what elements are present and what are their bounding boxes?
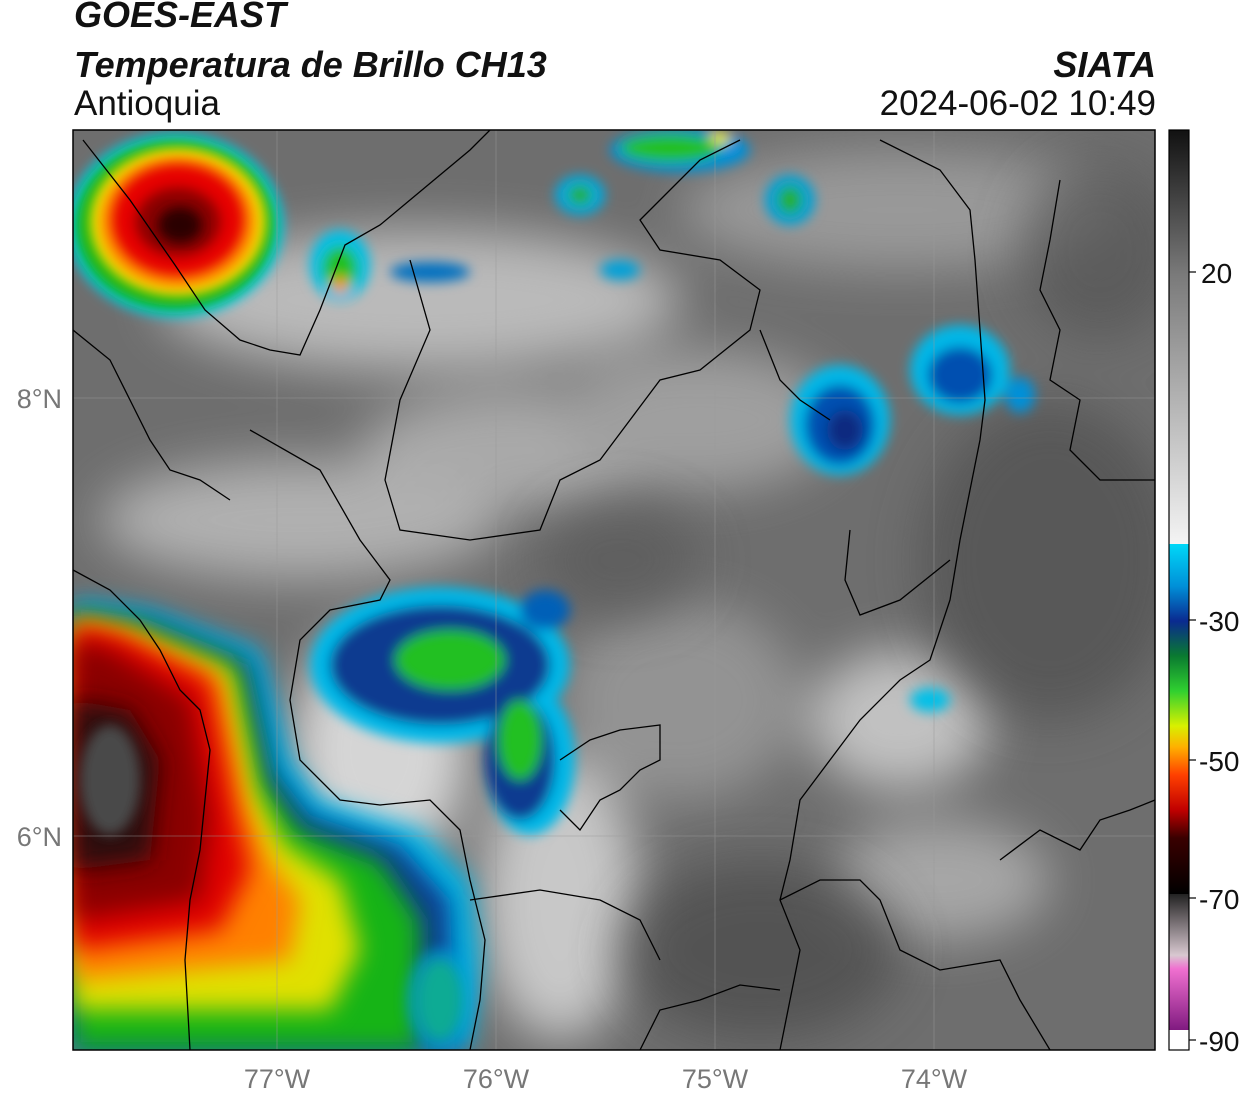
colorbar-tick-neg50: -50 (1199, 746, 1239, 777)
lon-label-77w: 77°W (244, 1064, 311, 1094)
lon-label-76w: 76°W (463, 1064, 530, 1094)
satellite-title: GOES-EAST (74, 0, 287, 35)
colorbar-tick-20: 20 (1201, 258, 1232, 289)
storm-system-southwest (73, 600, 480, 1050)
map-frame (72, 129, 1156, 1051)
axis-labels: 8°N 6°N 77°W 76°W 75°W 74°W (17, 384, 968, 1094)
lat-label-6n: 6°N (17, 822, 62, 852)
lat-label-8n: 8°N (17, 384, 62, 414)
storm-complex-central (310, 587, 575, 835)
satellite-image (73, 130, 1155, 1050)
colorbar-tick-neg70: -70 (1199, 884, 1239, 915)
product-title: Temperatura de Brillo CH13 (74, 44, 547, 85)
boundaries (73, 130, 1155, 1050)
agency-label: SIATA (1053, 44, 1156, 85)
region-label: Antioquia (74, 84, 220, 123)
storm-cell-northwest (73, 133, 283, 317)
lon-label-74w: 74°W (901, 1064, 968, 1094)
colorbar: 20 -30 -50 -70 -90 (1168, 129, 1239, 1057)
lon-label-75w: 75°W (682, 1064, 749, 1094)
datetime-label: 2024-06-02 10:49 (879, 84, 1156, 123)
colorbar-tick-neg30: -30 (1199, 606, 1239, 637)
colorbar-tick-neg90: -90 (1199, 1026, 1239, 1057)
